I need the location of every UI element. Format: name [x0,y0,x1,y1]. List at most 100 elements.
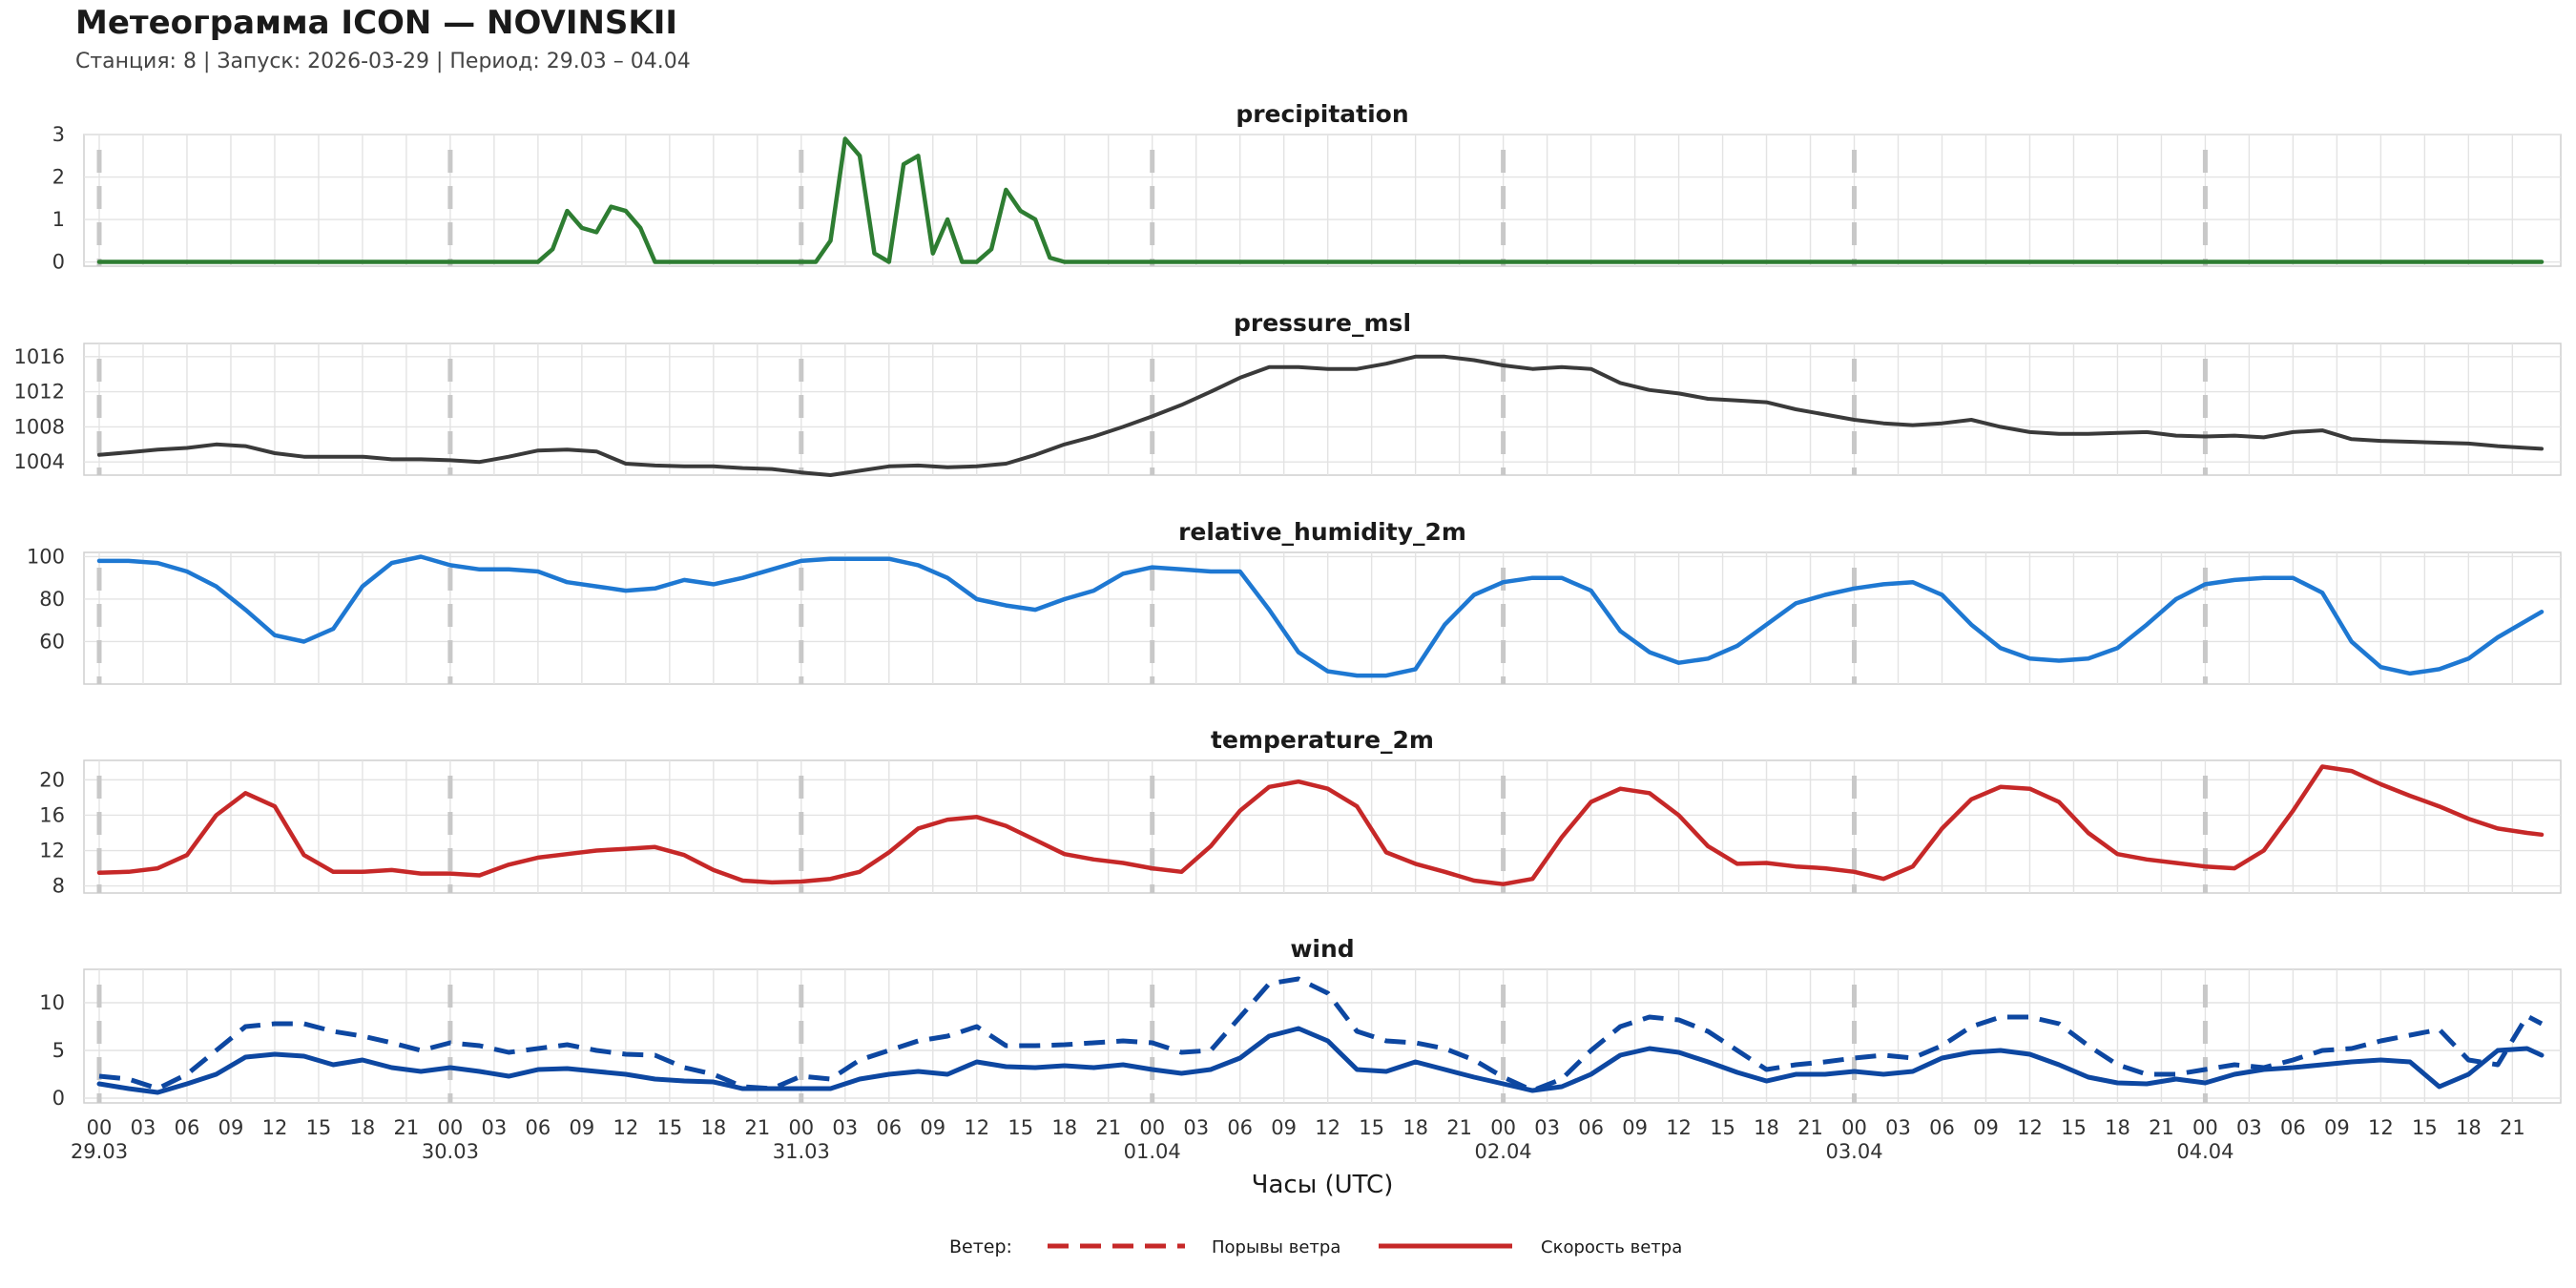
x-tick-label: 06 [876,1116,902,1139]
panel-wind: 0 5 10 wind [39,935,2562,1110]
y-tick-label: 20 [39,768,65,791]
x-tick-label: 09 [1973,1116,1999,1139]
x-tick-label: 18 [2456,1116,2482,1139]
y-tick-label: 3 [52,123,65,146]
x-tick-label: 06 [2280,1116,2306,1139]
y-tick-label: 2 [52,166,65,189]
x-tick-label: 18 [2105,1116,2130,1139]
x-tick-label: 12 [613,1116,638,1139]
series-line-temperature-2m [96,764,2545,886]
x-date-label: 02.04 [1475,1140,1532,1163]
panel-title: temperature_2m [1211,726,1434,754]
x-tick-label: 12 [2017,1116,2043,1139]
x-date-label: 01.04 [1124,1140,1181,1163]
panel-title: pressure_msl [1234,309,1411,337]
x-tick-label: 15 [2061,1116,2087,1139]
x-tick-label: 00 [1841,1116,1867,1139]
panel-frame [83,551,2562,685]
x-tick-label: 18 [1754,1116,1779,1139]
x-tick-label: 09 [2324,1116,2350,1139]
x-tick-label: 15 [1359,1116,1384,1139]
x-tick-label: 00 [1139,1116,1165,1139]
y-tick-label: 0 [52,251,65,274]
y-tick-label: 60 [39,630,65,653]
x-tick-label: 09 [920,1116,945,1139]
y-tick-label: 1004 [14,450,65,473]
x-tick-label: 12 [1666,1116,1692,1139]
x-tick-label: 06 [1578,1116,1604,1139]
x-date-label: 04.04 [2176,1140,2233,1163]
series-line-pressure-msl [97,354,2544,477]
x-tick-label: 21 [744,1116,770,1139]
x-tick-label: 03 [1885,1116,1911,1139]
panel-title: relative_humidity_2m [1178,518,1466,546]
x-tick-label: 21 [1095,1116,1121,1139]
y-tick-label: 8 [52,875,65,898]
x-tick-label: 00 [788,1116,814,1139]
panel-title: precipitation [1236,100,1408,128]
x-tick-label: 21 [2500,1116,2525,1139]
x-tick-label: 18 [700,1116,726,1139]
x-tick-label: 18 [1402,1116,1428,1139]
x-tick-label: 15 [656,1116,682,1139]
x-tick-label: 09 [570,1116,595,1139]
x-tick-label: 00 [438,1116,464,1139]
x-tick-label: 12 [262,1116,288,1139]
panel-frame [83,134,2562,267]
x-tick-label: 09 [1622,1116,1648,1139]
x-tick-label: 03 [1534,1116,1560,1139]
panel-frame [83,759,2562,894]
x-tick-label: 21 [1446,1116,1472,1139]
y-tick-label: 100 [27,545,65,568]
y-tick-label: 1008 [14,415,65,438]
y-tick-label: 12 [39,840,65,862]
series-line-скорость-ветра [96,1026,2545,1095]
y-tick-label: 5 [52,1039,65,1062]
panel-relative-humidity-2m: 60 80 100 relative_humidity_2m [27,518,2562,685]
x-tick-label: 06 [175,1116,200,1139]
x-tick-label: 00 [2192,1116,2218,1139]
chart-title: Метеограмма ICON — NOVINSKII [75,4,678,42]
x-tick-label: 15 [306,1116,332,1139]
panel-title: wind [1290,935,1354,963]
y-tick-label: 10 [39,991,65,1014]
series-line-порывы-ветра [98,976,2544,1093]
legend-label-gusts: Порывы ветра [1212,1237,1340,1257]
y-tick-label: 16 [39,803,65,826]
legend: Ветер: Порывы ветра Скорость ветра [949,1236,1682,1257]
x-tick-label: 09 [1271,1116,1297,1139]
x-tick-label: 18 [350,1116,376,1139]
x-tick-label: 03 [131,1116,156,1139]
x-date-label: 31.03 [773,1140,830,1163]
x-tick-label: 21 [394,1116,420,1139]
x-tick-label: 06 [1929,1116,1955,1139]
x-tick-label: 03 [1183,1116,1209,1139]
y-tick-label: 80 [39,588,65,611]
legend-label-speed: Скорость ветра [1541,1237,1682,1257]
series-line-precipitation [96,136,2545,264]
x-date-label: 03.04 [1825,1140,1882,1163]
x-tick-label: 15 [2412,1116,2438,1139]
series-line-relative-humidity-2m [96,554,2545,678]
x-tick-label: 12 [2368,1116,2394,1139]
chart-subtitle: Станция: 8 | Запуск: 2026-03-29 | Период… [75,50,691,73]
x-tick-label: 18 [1051,1116,1077,1139]
x-tick-label: 12 [964,1116,989,1139]
x-tick-label: 15 [1008,1116,1033,1139]
y-tick-label: 1 [52,208,65,231]
y-tick-label: 0 [52,1087,65,1110]
x-tick-label: 06 [1227,1116,1253,1139]
x-tick-label: 03 [2236,1116,2262,1139]
x-tick-label: 21 [2149,1116,2174,1139]
x-tick-label: 03 [832,1116,858,1139]
panel-temperature-2m: 8 12 16 20 temperature_2m [39,726,2562,898]
x-date-label: 30.03 [422,1140,479,1163]
x-axis: 00 03 06 09 12 15 18 21 00 03 06 09 12 15 18 21 00 03 06 09… [71,1116,2525,1199]
y-tick-label: 1016 [14,345,65,368]
y-tick-label: 1012 [14,381,65,404]
panel-pressure-msl: 1004 1008 1012 1016 pressure_msl [14,309,2562,477]
x-tick-label: 09 [218,1116,244,1139]
panel-precipitation: 0 1 2 3 precipitation [52,100,2562,274]
x-tick-label: 00 [1490,1116,1516,1139]
